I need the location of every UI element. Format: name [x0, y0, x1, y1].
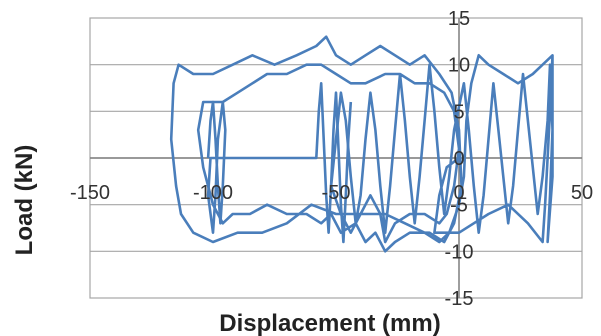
series-line-2 — [206, 82, 353, 244]
x-tick-label: -50 — [322, 182, 351, 204]
y-axis-title: Load (kN) — [11, 145, 38, 256]
x-tick-label: 50 — [571, 182, 593, 204]
x-axis-title: Displacement (mm) — [219, 310, 440, 336]
y-tick-label: 15 — [448, 8, 470, 30]
series-line-1 — [169, 35, 554, 253]
y-tick-label: -15 — [445, 288, 474, 310]
x-tick-label: 0 — [453, 182, 464, 204]
y-tick-label: 10 — [448, 55, 470, 77]
data-series — [169, 35, 554, 253]
y-tick-label: 0 — [453, 148, 464, 170]
y-tick-label: -10 — [445, 241, 474, 263]
axes — [90, 18, 582, 298]
y-tick-label: 5 — [453, 101, 464, 123]
y-tick-label: -5 — [450, 195, 468, 217]
x-tick-label: -100 — [193, 182, 233, 204]
x-tick-label: -150 — [70, 182, 110, 204]
